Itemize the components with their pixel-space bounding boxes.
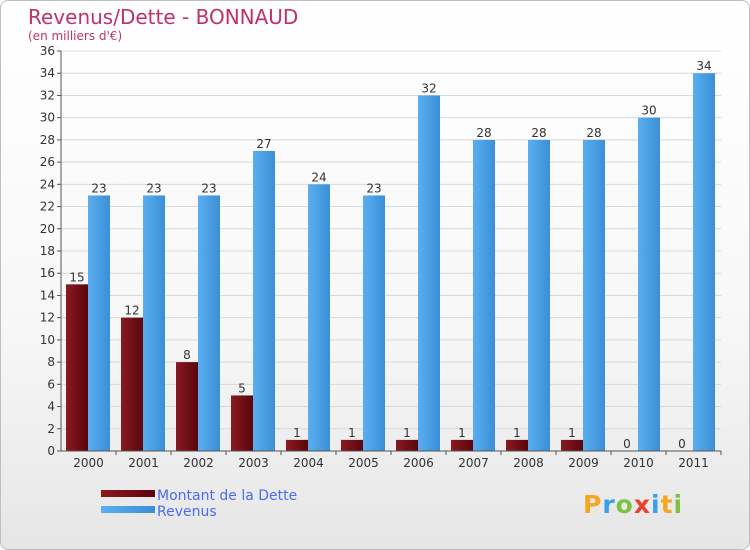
y-tick-label: 14 — [40, 288, 55, 302]
legend-item-debt: Montant de la Dette — [101, 488, 297, 504]
data-label-debt-2009: 1 — [568, 426, 576, 440]
y-tick-label: 36 — [40, 44, 55, 58]
y-tick-label: 28 — [40, 133, 55, 147]
y-tick-label: 6 — [47, 377, 55, 391]
x-tick-label: 2004 — [293, 456, 324, 470]
data-label-revenue-2003: 27 — [256, 137, 271, 151]
bar-revenue-2011 — [693, 73, 715, 451]
y-tick-label: 22 — [40, 200, 55, 214]
bar-debt-2004 — [286, 439, 308, 451]
y-tick-label: 0 — [47, 444, 55, 458]
y-tick-label: 16 — [40, 266, 55, 280]
data-label-debt-2002: 8 — [183, 348, 191, 362]
data-label-revenue-2006: 32 — [421, 81, 436, 95]
data-label-revenue-2009: 28 — [586, 126, 601, 140]
x-tick-label: 2000 — [73, 456, 104, 470]
x-tick-label: 2010 — [623, 456, 654, 470]
bar-debt-2003 — [231, 395, 253, 451]
x-tick-label: 2008 — [513, 456, 544, 470]
x-tick-label: 2006 — [403, 456, 434, 470]
chart-title: Revenus/Dette - BONNAUD — [28, 5, 299, 29]
logo-letter: o — [615, 490, 634, 519]
data-label-revenue-2001: 23 — [146, 181, 161, 195]
bar-debt-2009 — [561, 439, 583, 451]
legend-swatch-debt — [101, 489, 155, 497]
data-label-debt-2010: 0 — [623, 437, 631, 451]
legend: Montant de la Dette Revenus — [101, 488, 297, 520]
data-label-debt-2008: 1 — [513, 426, 521, 440]
y-tick-label: 34 — [40, 66, 55, 80]
x-tick-label: 2003 — [238, 456, 269, 470]
data-label-debt-2000: 15 — [69, 270, 84, 284]
data-label-revenue-2004: 24 — [311, 170, 326, 184]
chart-subtitle: (en milliers d'€) — [28, 29, 123, 43]
data-label-debt-2007: 1 — [458, 426, 466, 440]
data-label-debt-2001: 12 — [124, 304, 139, 318]
y-tick-label: 20 — [40, 222, 55, 236]
legend-item-revenue: Revenus — [101, 504, 297, 520]
legend-label-debt: Montant de la Dette — [157, 488, 298, 504]
y-tick-label: 32 — [40, 88, 55, 102]
data-label-revenue-2008: 28 — [531, 126, 546, 140]
x-tick-label: 2007 — [458, 456, 489, 470]
logo-letter: x — [633, 490, 651, 519]
bar-revenue-2004 — [308, 184, 330, 452]
bar-revenue-2009 — [583, 139, 605, 451]
data-label-revenue-2010: 30 — [641, 104, 656, 118]
data-label-revenue-2002: 23 — [201, 181, 216, 195]
x-tick-label: 2001 — [128, 456, 159, 470]
data-label-debt-2004: 1 — [293, 426, 301, 440]
data-label-revenue-2007: 28 — [476, 126, 491, 140]
x-tick-label: 2011 — [678, 456, 709, 470]
data-label-debt-2011: 0 — [678, 437, 686, 451]
y-tick-label: 2 — [47, 422, 55, 436]
y-tick-label: 18 — [40, 244, 55, 258]
logo-letter: t — [660, 490, 674, 519]
data-label-revenue-2005: 23 — [366, 181, 381, 195]
bar-debt-2007 — [451, 439, 473, 451]
bar-revenue-2006 — [418, 95, 440, 451]
data-label-debt-2005: 1 — [348, 426, 356, 440]
bar-debt-2005 — [341, 439, 363, 451]
bar-debt-2000 — [66, 284, 88, 451]
y-tick-label: 24 — [40, 177, 55, 191]
x-tick-label: 2009 — [568, 456, 599, 470]
bar-debt-2001 — [121, 317, 143, 451]
logo-letter: r — [602, 490, 616, 519]
proxiti-logo: Proxiti — [583, 490, 683, 519]
bar-revenue-2007 — [473, 139, 495, 451]
data-label-debt-2003: 5 — [238, 381, 246, 395]
x-tick-label: 2005 — [348, 456, 379, 470]
y-tick-label: 12 — [40, 311, 55, 325]
bar-revenue-2003 — [253, 151, 275, 451]
bar-revenue-2002 — [198, 195, 220, 451]
bar-revenue-2005 — [363, 195, 385, 451]
bar-debt-2008 — [506, 439, 528, 451]
y-tick-label: 8 — [47, 355, 55, 369]
bar-revenue-2008 — [528, 139, 550, 451]
bar-debt-2006 — [396, 439, 418, 451]
data-label-revenue-2011: 34 — [696, 59, 711, 73]
x-tick-label: 2002 — [183, 456, 214, 470]
data-label-debt-2006: 1 — [403, 426, 411, 440]
logo-letter: P — [583, 490, 603, 519]
y-tick-label: 4 — [47, 400, 55, 414]
legend-label-revenue: Revenus — [157, 504, 217, 520]
y-tick-label: 26 — [40, 155, 55, 169]
bar-revenue-2000 — [88, 195, 110, 451]
bar-revenue-2010 — [638, 117, 660, 452]
logo-letter: i — [651, 490, 661, 519]
bar-revenue-2001 — [143, 195, 165, 451]
data-label-revenue-2000: 23 — [91, 181, 106, 195]
y-tick-label: 30 — [40, 111, 55, 125]
legend-swatch-revenue — [101, 505, 155, 513]
logo-letter: i — [673, 490, 684, 519]
bar-debt-2002 — [176, 362, 198, 451]
y-tick-label: 10 — [40, 333, 55, 347]
